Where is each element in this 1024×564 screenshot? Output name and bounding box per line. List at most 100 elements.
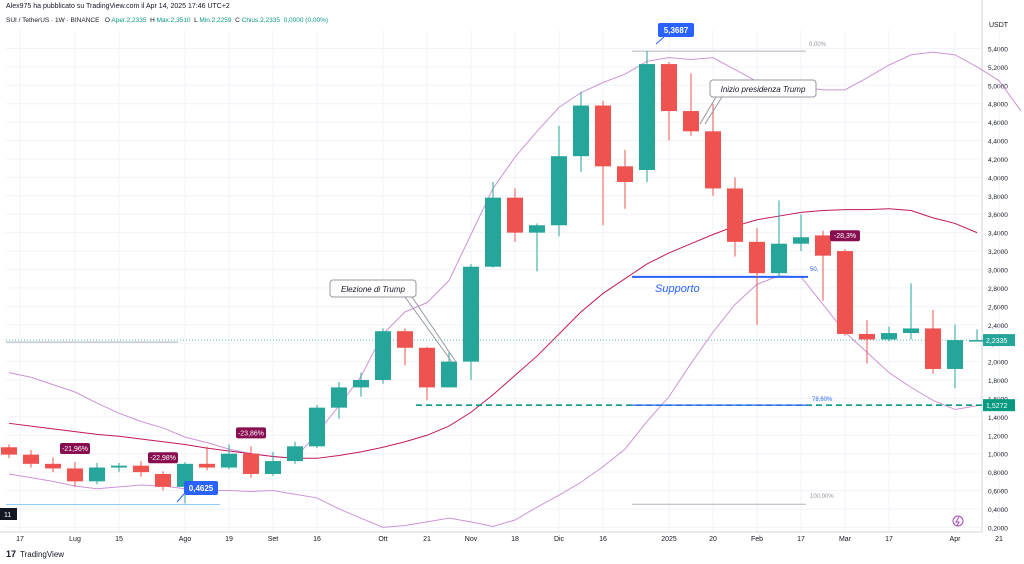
inauguration-callout — [709, 79, 817, 98]
y-tick-label: 0,4000 — [988, 507, 1008, 514]
x-tick-label: 16 — [599, 536, 607, 543]
x-tick-label: 16 — [313, 536, 321, 543]
close-value: Chius.2,2335 — [241, 17, 280, 24]
low-value: Min.2,2259 — [199, 17, 232, 24]
low-tag — [184, 481, 218, 495]
x-tick-label: Feb — [751, 536, 763, 543]
fib-0-label: 0,00% — [809, 42, 827, 48]
x-tick-label: 20 — [709, 536, 717, 543]
y-tick-label: 2,0000 — [988, 360, 1008, 367]
candle-body — [507, 197, 523, 233]
x-tick-label: 19 — [225, 536, 233, 543]
candle-body — [749, 241, 765, 274]
candle-body — [925, 328, 941, 369]
x-tick-label: Lug — [69, 536, 81, 543]
symbol-line: SUI / TetherUS · 1W · BINANCE — [6, 17, 100, 24]
x-tick-label: 18 — [511, 536, 519, 543]
open-label: O — [104, 17, 110, 24]
candle-body — [683, 111, 699, 132]
candle-body — [771, 243, 787, 274]
candle-body — [727, 188, 743, 242]
x-tick-label: 15 — [115, 536, 123, 543]
candle-body — [529, 225, 545, 233]
x-tick-label: 17 — [16, 536, 24, 543]
candle-body — [551, 156, 567, 226]
pct-tag — [830, 230, 860, 242]
high-tag — [658, 23, 694, 37]
candle-body — [815, 235, 831, 256]
y-tick-label: 4,2000 — [988, 157, 1008, 164]
y-tick-label: 4,6000 — [988, 120, 1008, 127]
y-tick-label: 3,4000 — [988, 231, 1008, 238]
candle-body — [133, 465, 149, 473]
y-tick-label: 0,6000 — [988, 489, 1008, 496]
candle-body — [903, 328, 919, 334]
high-tag-pointer — [655, 36, 665, 45]
inauguration-callout-label: Inizio presidenza Trump — [721, 85, 806, 94]
candle-body — [419, 347, 435, 388]
y-tick-label: 1,0000 — [988, 452, 1008, 459]
candle-body — [1, 447, 17, 455]
x-tick-label: 21 — [423, 536, 431, 543]
candle-body — [67, 468, 83, 482]
candle-body — [199, 463, 215, 468]
candle-body — [969, 340, 985, 342]
pct-tag-label: -22,98% — [150, 455, 176, 462]
low-tag-pointer — [176, 493, 185, 503]
x-tick-label: Ago — [179, 536, 192, 543]
currency-label: USDT — [989, 22, 1009, 29]
y-tick-label: 0,2000 — [988, 525, 1008, 532]
x-tick-label: Nov — [465, 536, 478, 543]
candle-body — [243, 453, 259, 474]
election-callout — [329, 279, 417, 298]
left-ticker-badge — [0, 508, 17, 520]
candle-body — [617, 166, 633, 182]
x-tick-label: Dic — [554, 536, 565, 543]
y-tick-label: 3,2000 — [988, 249, 1008, 256]
tradingview-footer: 17 TradingView — [6, 549, 64, 559]
election-callout-pointer — [411, 296, 457, 363]
candle-body — [441, 361, 457, 388]
candle-body — [859, 333, 875, 340]
x-tick-label: 2025 — [661, 536, 677, 543]
x-tick-label: Set — [268, 536, 279, 543]
candle-body — [23, 454, 39, 464]
y-tick-label: 5,0000 — [988, 83, 1008, 90]
y-tick-label: 4,8000 — [988, 102, 1008, 109]
close-label: C — [235, 17, 240, 24]
y-tick-label: 4,0000 — [988, 175, 1008, 182]
ohlc-legend: SUI / TetherUS · 1W · BINANCE O Aper.2,2… — [6, 17, 328, 24]
high-label: H — [150, 17, 155, 24]
x-tick-label: 17 — [797, 536, 805, 543]
candle-body — [89, 467, 105, 482]
pct-tag — [60, 442, 90, 454]
candle-body — [881, 333, 897, 340]
y-tick-label: 5,2000 — [988, 65, 1008, 72]
pct-tag-label: -23,86% — [238, 430, 264, 437]
pct-tag-label: -28,3% — [834, 233, 856, 240]
lightning-icon — [952, 515, 964, 527]
tradingview-logo-icon: 17 — [6, 549, 17, 559]
pct-tag — [236, 427, 266, 439]
y-tick-label: 4,4000 — [988, 139, 1008, 146]
bollinger-upper-line — [8, 51, 1022, 459]
open-value: Aper.2,2335 — [111, 17, 147, 24]
y-tick-label: 3,0000 — [988, 267, 1008, 274]
x-tick-label: 21 — [995, 536, 1003, 543]
x-tick-label: Mar — [839, 536, 852, 543]
y-tick-label: 2,6000 — [988, 304, 1008, 311]
pct-tag-label: -21,96% — [62, 446, 88, 453]
candle-body — [45, 463, 61, 469]
publisher-line: Alex975 ha pubblicato su TradingView.com… — [6, 3, 230, 10]
y-tick-label: 1,8000 — [988, 378, 1008, 385]
candle-body — [397, 331, 413, 348]
candle-body — [375, 331, 391, 381]
election-callout-pointer — [404, 296, 453, 363]
y-tick-label: 5,4000 — [988, 46, 1008, 53]
candle-body — [947, 340, 963, 369]
last-price-badge — [983, 334, 1015, 347]
pct-tag — [148, 452, 178, 464]
y-tick-label: 2,8000 — [988, 286, 1008, 293]
change-value: 0,0000 (0,00%) — [283, 17, 329, 24]
